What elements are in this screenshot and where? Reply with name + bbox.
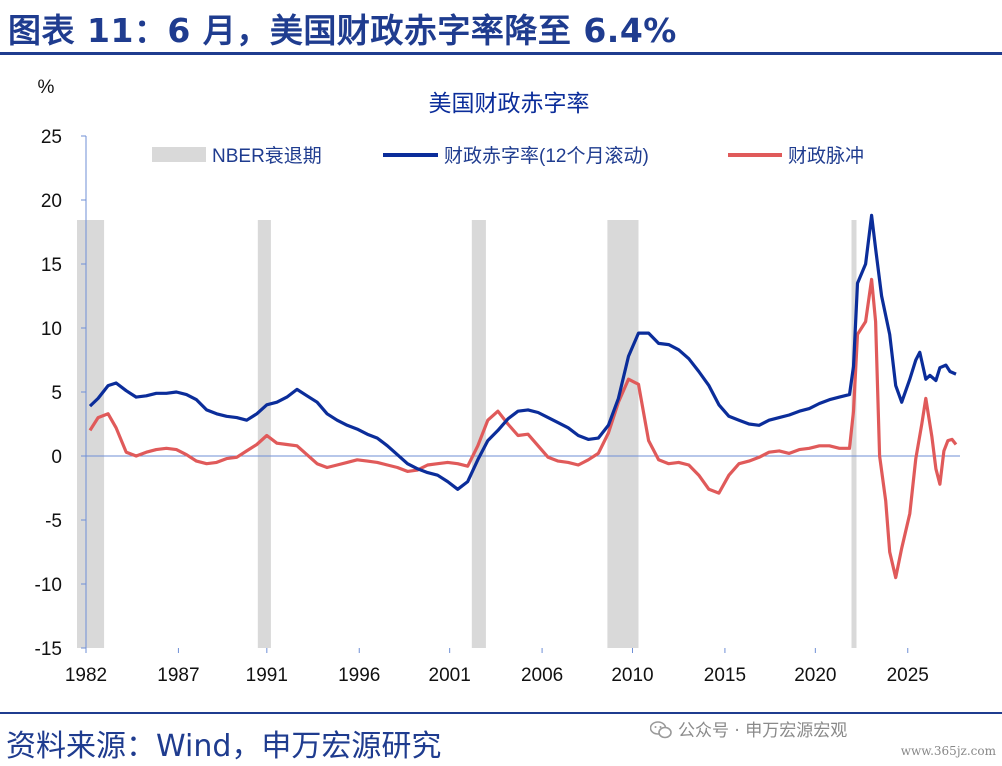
- figure-title: 图表 11：6 月，美国财政赤字率降至 6.4%: [8, 11, 677, 50]
- x-tick-label: 1991: [246, 665, 288, 686]
- y-tick-label: -10: [35, 575, 62, 596]
- legend-label-recession: NBER衰退期: [212, 145, 322, 167]
- recession-band-0: [77, 220, 105, 648]
- y-tick-label: 20: [41, 191, 62, 212]
- x-axis-ticks: 1982 1987 1991 1996 2001 2006 2010 2015 2020 2025: [65, 648, 929, 686]
- x-tick-label: 2020: [794, 665, 836, 686]
- watermark: 公众号 · 申万宏源宏观: [650, 716, 847, 741]
- source-note: 资料来源：Wind，申万宏源研究: [6, 729, 442, 764]
- site-watermark: www.365jz.com: [900, 744, 996, 758]
- y-axis-ticks: -15 -10 -5 0 5 10 15 20 25: [35, 127, 86, 660]
- recession-band-4: [851, 220, 857, 648]
- figure-header: 图表 11：6 月，美国财政赤字率降至 6.4%: [0, 0, 1002, 56]
- watermark-text: 公众号 · 申万宏源宏观: [678, 721, 848, 741]
- y-tick-label: 5: [51, 383, 62, 404]
- y-tick-label: -5: [45, 511, 62, 532]
- legend-label-impulse: 财政脉冲: [788, 145, 864, 167]
- series-line-1: [88, 277, 958, 580]
- header-divider: [0, 52, 1002, 55]
- legend-label-deficit: 财政赤字率(12个月滚动): [444, 145, 649, 167]
- y-tick-label: 15: [41, 255, 62, 276]
- footer-divider: [0, 712, 1002, 714]
- recession-shading: [77, 220, 857, 648]
- recession-band-2: [471, 220, 486, 648]
- wechat-icon: [650, 721, 672, 739]
- y-tick-label: 0: [51, 447, 62, 468]
- x-tick-label: 2025: [887, 665, 929, 686]
- recession-band-1: [257, 220, 271, 648]
- series-line-0: [88, 213, 957, 491]
- x-tick-label: 1987: [157, 665, 199, 686]
- recession-band-3: [607, 220, 639, 648]
- x-tick-label: 2001: [429, 665, 471, 686]
- x-tick-label: 2015: [704, 665, 746, 686]
- series-lines: [88, 213, 958, 580]
- x-tick-label: 2006: [521, 665, 563, 686]
- legend: NBER衰退期 财政赤字率(12个月滚动) 财政脉冲: [152, 145, 864, 167]
- x-tick-label: 1996: [338, 665, 380, 686]
- y-tick-label: -15: [35, 639, 62, 660]
- x-tick-label: 2010: [611, 665, 653, 686]
- y-unit-label: %: [38, 77, 55, 98]
- legend-swatch-recession: [152, 147, 206, 162]
- x-tick-label: 1982: [65, 665, 107, 686]
- y-tick-label: 25: [41, 127, 62, 148]
- y-tick-label: 10: [41, 319, 62, 340]
- chart-title: 美国财政赤字率: [429, 90, 590, 116]
